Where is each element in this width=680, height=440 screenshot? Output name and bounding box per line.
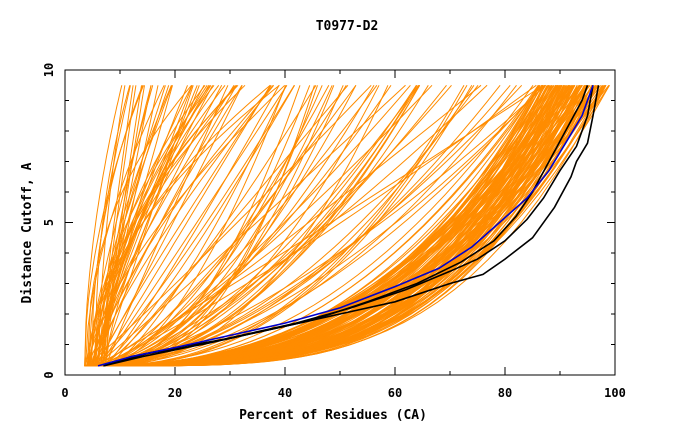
model-curve-184 — [87, 84, 479, 367]
axis-ticks — [64, 69, 616, 376]
x-tick-labels: 0 20 40 60 80 100 — [61, 386, 625, 400]
model-curve-167 — [109, 84, 452, 367]
model-curve-231 — [87, 84, 280, 366]
model-curve-128 — [90, 85, 550, 367]
y-tick-label: 5 — [42, 219, 56, 226]
model-curve-136 — [92, 85, 295, 367]
highlight-series-2 — [103, 85, 589, 367]
y-tick-labels: 0 5 10 — [42, 63, 56, 379]
model-curve-205 — [98, 85, 126, 366]
model-curve-170 — [85, 84, 372, 367]
model-curve-220 — [84, 85, 123, 366]
chart-title: T0977-D2 — [316, 19, 379, 34]
model-curve-223 — [94, 84, 275, 367]
model-curve-181 — [86, 85, 323, 367]
model-curve-230 — [95, 85, 238, 367]
model-curve-175 — [103, 84, 545, 367]
model-curve-161 — [98, 84, 517, 367]
model-curve-185 — [100, 85, 137, 366]
model-curve-177 — [96, 84, 537, 367]
model-curve-182 — [87, 85, 421, 367]
model-curve-233 — [86, 85, 235, 367]
model-curve-129 — [86, 85, 563, 367]
y-tick-label: 0 — [42, 371, 56, 378]
model-curve-157 — [95, 85, 534, 367]
model-curve-209 — [105, 85, 280, 367]
y-axis-label: Distance Cutoff, A — [20, 162, 35, 303]
model-curve-179 — [84, 85, 347, 367]
model-curve-225 — [99, 85, 159, 366]
x-tick-label: 60 — [388, 386, 402, 400]
model-curve-160 — [106, 85, 539, 367]
model-curve-228 — [91, 85, 144, 366]
model-curve-173 — [96, 84, 411, 367]
model-curve-186 — [93, 84, 271, 366]
model-curve-180 — [106, 84, 488, 367]
model-curve-156 — [108, 84, 482, 367]
model-curve-212 — [105, 85, 214, 366]
model-curve-215 — [98, 85, 134, 366]
model-curve-134 — [108, 85, 287, 367]
model-curve-191 — [84, 85, 144, 366]
model-curve-237 — [85, 85, 165, 366]
x-axis-label: Percent of Residues (CA) — [239, 408, 427, 423]
model-curve-138 — [100, 85, 288, 367]
model-curve-236 — [95, 84, 274, 367]
model-curve-165 — [98, 85, 357, 367]
series-layer — [84, 84, 610, 367]
model-curve-164 — [96, 84, 547, 367]
model-curve-168 — [111, 85, 315, 367]
x-tick-label: 0 — [61, 386, 68, 400]
x-tick-label: 20 — [168, 386, 182, 400]
x-tick-label: 40 — [278, 386, 292, 400]
model-curve-227 — [88, 85, 173, 366]
model-curve-172 — [108, 85, 357, 367]
x-tick-label: 100 — [604, 386, 626, 400]
model-curve-213 — [105, 85, 229, 367]
model-curve-234 — [100, 85, 193, 366]
model-curve-238 — [94, 84, 239, 366]
highlight-series-3 — [97, 85, 594, 367]
y-tick-label: 10 — [42, 63, 56, 77]
model-curve-190 — [86, 85, 154, 366]
x-tick-label: 80 — [498, 386, 512, 400]
model-curve-222 — [96, 85, 272, 367]
model-curve-239 — [86, 84, 192, 366]
model-curve-208 — [99, 85, 271, 367]
model-curve-147 — [110, 85, 473, 367]
